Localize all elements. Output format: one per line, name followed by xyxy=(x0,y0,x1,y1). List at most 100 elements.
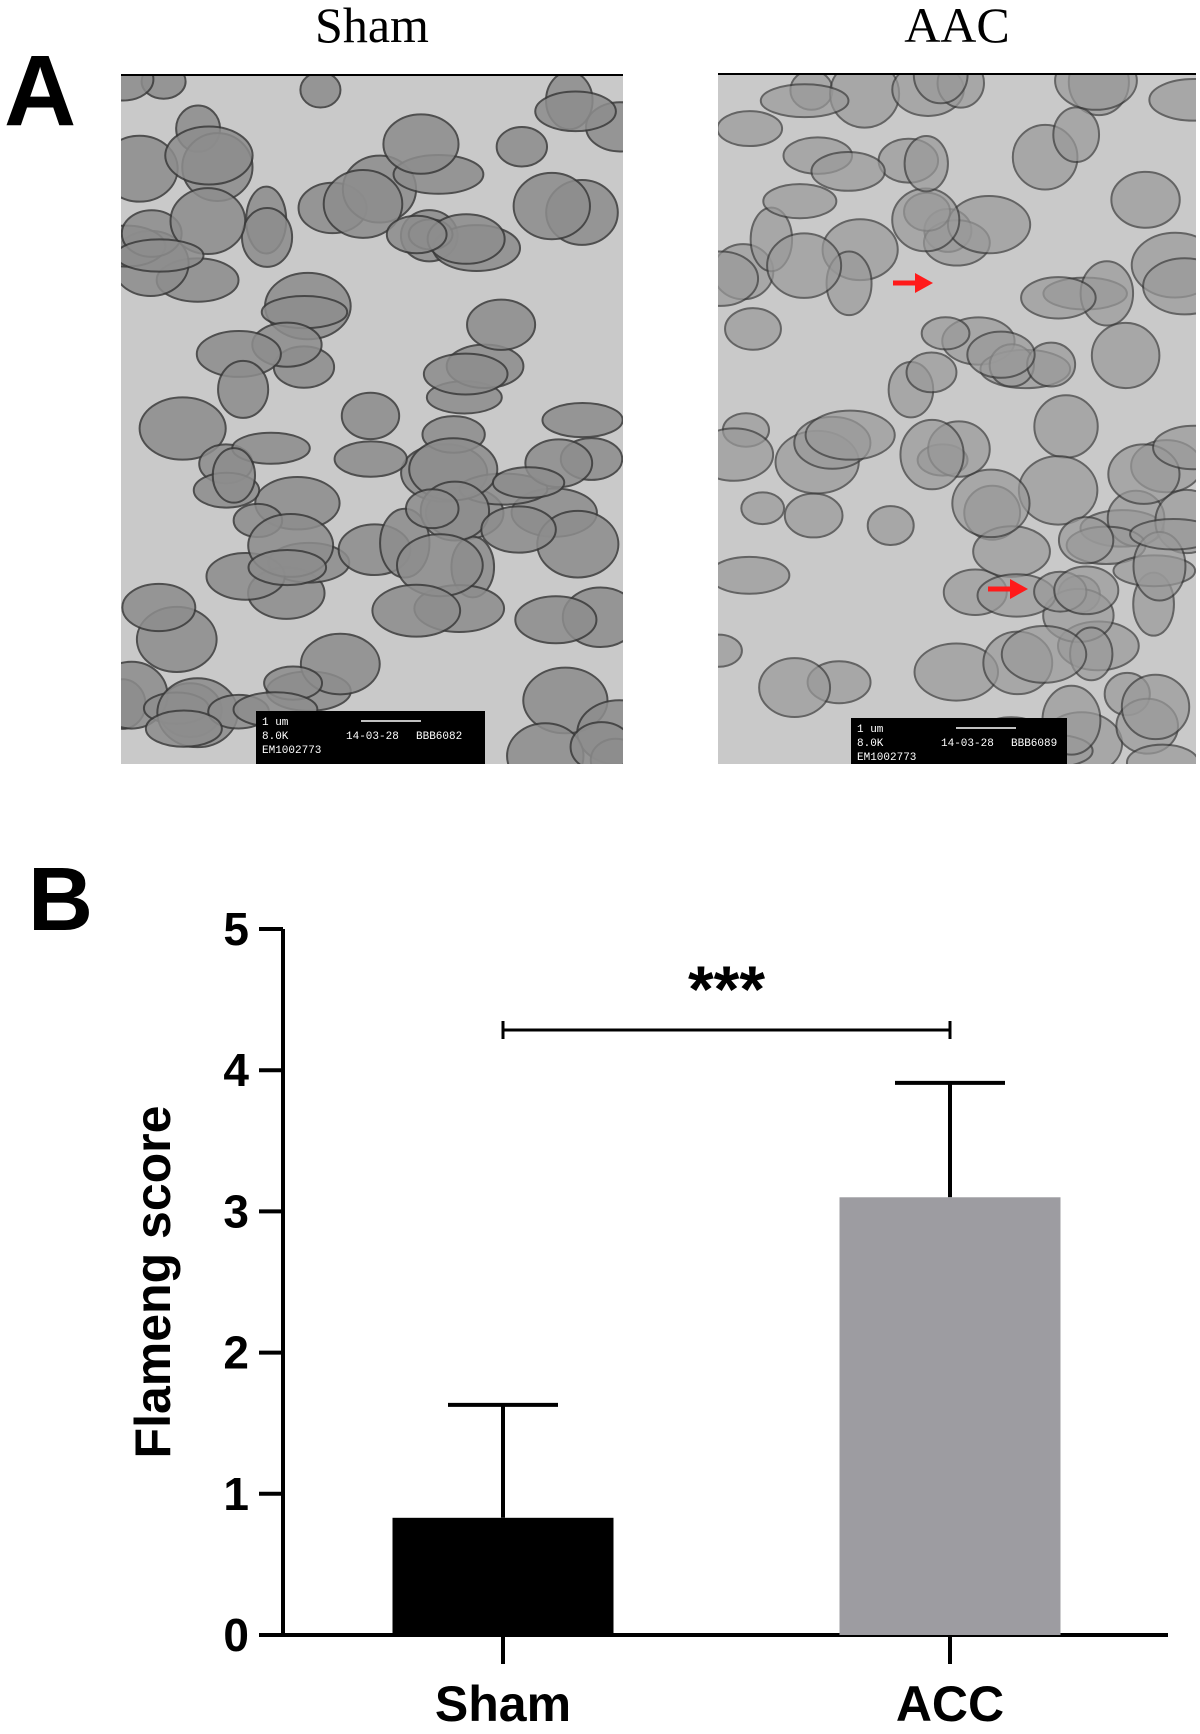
mitochondrion xyxy=(724,307,782,351)
scale-bar-text: EM1002773 xyxy=(262,745,321,757)
scale-bar-text: BBB6082 xyxy=(416,731,462,743)
mitochondrion xyxy=(333,440,408,478)
mitochondrion xyxy=(1057,516,1115,565)
mitochondrion xyxy=(903,134,949,193)
mitochondrion xyxy=(385,214,448,255)
mitochondrion xyxy=(1125,743,1196,764)
image-title: Sham xyxy=(315,0,429,53)
y-tick-label: 0 xyxy=(223,1609,249,1661)
x-tick-label: Sham xyxy=(435,1676,571,1732)
significance-label: *** xyxy=(688,952,765,1026)
mitochondrion xyxy=(1017,455,1099,526)
mitochondrion xyxy=(718,427,775,482)
mitochondrion xyxy=(866,505,915,546)
mitochondrion xyxy=(905,351,958,394)
mitochondrion xyxy=(211,447,257,504)
mitochondrion xyxy=(121,75,155,102)
mitochondrion xyxy=(783,492,844,539)
mitochondrion xyxy=(121,238,205,273)
mitochondrion xyxy=(1053,565,1120,616)
mitochondrion xyxy=(491,466,566,499)
mitochondrion xyxy=(899,418,965,491)
scale-bar-text: 8.0K xyxy=(857,738,884,750)
arrow-head xyxy=(915,273,933,293)
mitochondrion xyxy=(740,491,786,526)
mitochondrion xyxy=(1120,673,1191,741)
mitochondrion xyxy=(138,396,227,461)
mitochondrion xyxy=(247,548,328,587)
mitochondrion xyxy=(810,150,886,192)
mitochondrion xyxy=(169,187,247,256)
scale-bar-text: EM1002773 xyxy=(857,752,916,764)
bar xyxy=(392,1517,614,1635)
mitochondrion xyxy=(1142,257,1196,316)
mitochondrion xyxy=(1033,394,1099,459)
mitochondrion xyxy=(480,505,557,554)
scale-bar-text: 1 um xyxy=(262,717,289,729)
mitochondrion xyxy=(1110,170,1181,229)
y-tick-label: 4 xyxy=(223,1044,249,1096)
mitochondrion xyxy=(422,352,509,396)
mitochondrion xyxy=(322,169,404,239)
mitochondrion xyxy=(718,110,784,148)
mitochondrion xyxy=(1000,625,1088,684)
mitochondrion xyxy=(766,232,843,299)
mitochondrion xyxy=(946,195,1032,255)
mitochondrion xyxy=(966,330,1036,379)
bar xyxy=(839,1197,1061,1635)
scale-bar-text: 14-03-28 xyxy=(941,738,994,750)
mitochondrion xyxy=(534,90,617,133)
mitochondrion xyxy=(121,134,179,203)
mitochondrion xyxy=(144,709,223,748)
mitochondrion xyxy=(382,113,460,175)
mitochondrion xyxy=(164,125,254,186)
micrograph xyxy=(121,75,623,764)
mitochondrion xyxy=(718,250,760,307)
mitochondrion xyxy=(920,316,971,351)
y-tick-label: 5 xyxy=(223,903,249,955)
scale-bar-box xyxy=(851,718,1067,764)
scale-bar-box xyxy=(256,711,485,764)
mitochondrion xyxy=(466,298,537,351)
mitochondrion xyxy=(495,125,549,168)
mitochondrion xyxy=(1090,321,1161,390)
mitochondrion xyxy=(299,75,342,109)
mitochondrion xyxy=(718,555,791,595)
mitochondrion xyxy=(240,206,294,268)
mitochondrion xyxy=(758,657,832,718)
mitochondrion xyxy=(762,183,838,220)
micrograph xyxy=(718,74,1196,764)
mitochondrion xyxy=(759,83,850,119)
y-tick-label: 2 xyxy=(223,1327,249,1379)
mitochondrion xyxy=(1052,106,1101,163)
arrow-head xyxy=(1010,579,1028,599)
mitochondrion xyxy=(1129,518,1196,551)
mitochondrion xyxy=(1148,78,1196,122)
x-tick-label: ACC xyxy=(896,1676,1004,1732)
mitochondrion xyxy=(718,633,743,668)
mitochondrion xyxy=(1020,276,1097,320)
panel-label: B xyxy=(28,850,93,950)
mitochondrion xyxy=(514,595,598,645)
mitochondrion xyxy=(951,468,1031,539)
mitochondrion xyxy=(121,582,197,633)
mitochondrion xyxy=(1054,74,1138,111)
scale-bar-text: 1 um xyxy=(857,724,884,736)
scale-bar-text: 14-03-28 xyxy=(346,731,399,743)
mitochondrion xyxy=(340,391,401,441)
mitochondrion xyxy=(804,409,896,461)
image-title: AAC xyxy=(904,0,1010,53)
scale-bar-text: 8.0K xyxy=(262,731,289,743)
scale-bar-text: BBB6089 xyxy=(1011,738,1057,750)
mitochondrion xyxy=(404,488,460,530)
mitochondrion xyxy=(891,187,961,253)
mitochondrion xyxy=(371,583,462,638)
mitochondrion xyxy=(217,359,270,419)
panel-label: A xyxy=(4,35,76,147)
mitochondrion xyxy=(541,401,623,439)
y-tick-label: 1 xyxy=(223,1468,249,1520)
mitochondrion xyxy=(1152,424,1196,471)
y-axis-label: Flameng score xyxy=(125,1106,181,1459)
y-tick-label: 3 xyxy=(223,1185,249,1237)
